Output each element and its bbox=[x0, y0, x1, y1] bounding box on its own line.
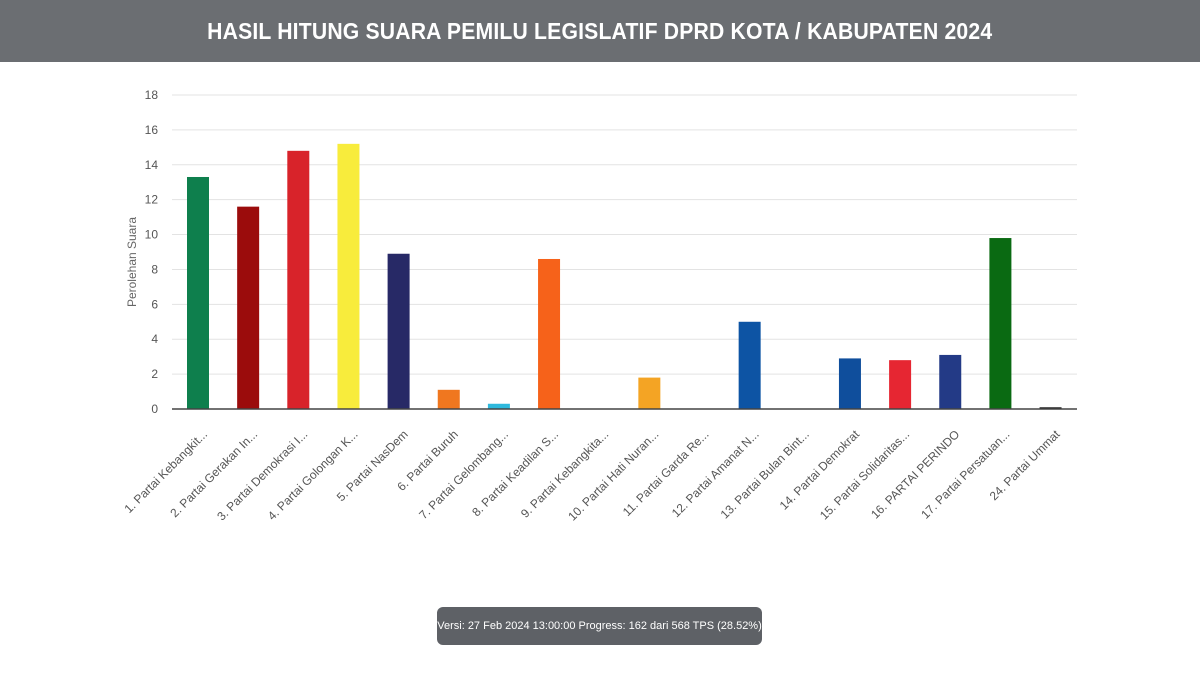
bar[interactable] bbox=[187, 176, 209, 409]
x-tick-label: 11. Partai Garda Re... bbox=[620, 427, 712, 519]
x-tick-label: 2. Partai Gerakan In... bbox=[167, 427, 260, 520]
x-tick-label: 17. Partai Persatuan... bbox=[918, 427, 1012, 521]
chart-header: HASIL HITUNG SUARA PEMILU LEGISLATIF DPR… bbox=[0, 0, 1200, 62]
bars bbox=[187, 143, 1062, 410]
bar[interactable] bbox=[638, 377, 661, 409]
bar[interactable] bbox=[437, 389, 460, 409]
x-tick-label: 1. Partai Kebangkit... bbox=[121, 427, 210, 516]
bar[interactable] bbox=[889, 360, 912, 409]
y-tick-label: 2 bbox=[151, 367, 158, 381]
x-tick-label: 3. Partai Demokrasi I... bbox=[214, 427, 310, 523]
y-axis-ticks: 0 2 4 6 8 10 12 14 16 18 bbox=[145, 88, 159, 416]
x-tick-label: 13. Partai Bulan Bint... bbox=[718, 427, 812, 521]
x-tick-label: 16. PARTAI PERINDO bbox=[868, 427, 962, 521]
x-tick-label: 12. Partai Amanat N... bbox=[669, 427, 762, 520]
bar[interactable] bbox=[989, 238, 1012, 409]
y-tick-label: 16 bbox=[145, 123, 159, 137]
x-tick-label: 15. Partai Solidaritas... bbox=[817, 427, 912, 522]
y-axis-label: Perolehan Suara bbox=[125, 217, 139, 307]
x-tick-label: 7. Partai Gelombang... bbox=[416, 427, 511, 522]
x-tick-label: 8. Partai Keadilan S... bbox=[469, 427, 561, 519]
y-tick-label: 8 bbox=[151, 262, 158, 276]
x-tick-label: 10. Partai Hati Nuran... bbox=[565, 427, 661, 523]
bar[interactable] bbox=[1039, 407, 1062, 409]
bar[interactable] bbox=[487, 403, 510, 409]
y-tick-label: 0 bbox=[151, 402, 158, 416]
progress-text: Versi: 27 Feb 2024 13:00:00 Progress: 16… bbox=[437, 620, 762, 632]
progress-badge: Versi: 27 Feb 2024 13:00:00 Progress: 16… bbox=[437, 607, 762, 645]
y-tick-label: 6 bbox=[151, 297, 158, 311]
y-tick-label: 4 bbox=[151, 332, 158, 346]
bar[interactable] bbox=[838, 358, 861, 409]
bar[interactable] bbox=[387, 253, 410, 409]
bar[interactable] bbox=[337, 143, 360, 409]
x-tick-label: 9. Partai Kebangkita... bbox=[518, 427, 611, 520]
bar[interactable] bbox=[287, 150, 310, 410]
bar[interactable] bbox=[738, 321, 761, 409]
bar[interactable] bbox=[237, 206, 260, 409]
bar[interactable] bbox=[538, 258, 561, 409]
chart-title: HASIL HITUNG SUARA PEMILU LEGISLATIF DPR… bbox=[207, 17, 993, 44]
y-tick-label: 12 bbox=[145, 193, 159, 207]
y-tick-label: 10 bbox=[145, 228, 159, 242]
x-tick-label: 4. Partai Golongan K... bbox=[265, 427, 361, 523]
bar-chart: 0 2 4 6 8 10 12 14 16 18 1. Partai Kebangkit...2.… bbox=[121, 88, 1077, 524]
x-axis-labels: 1. Partai Kebangkit...2. Partai Gerakan … bbox=[121, 427, 1063, 524]
y-tick-label: 14 bbox=[145, 158, 159, 172]
y-tick-label: 18 bbox=[145, 88, 159, 102]
grid-lines bbox=[172, 94, 1077, 410]
bar[interactable] bbox=[939, 354, 962, 409]
